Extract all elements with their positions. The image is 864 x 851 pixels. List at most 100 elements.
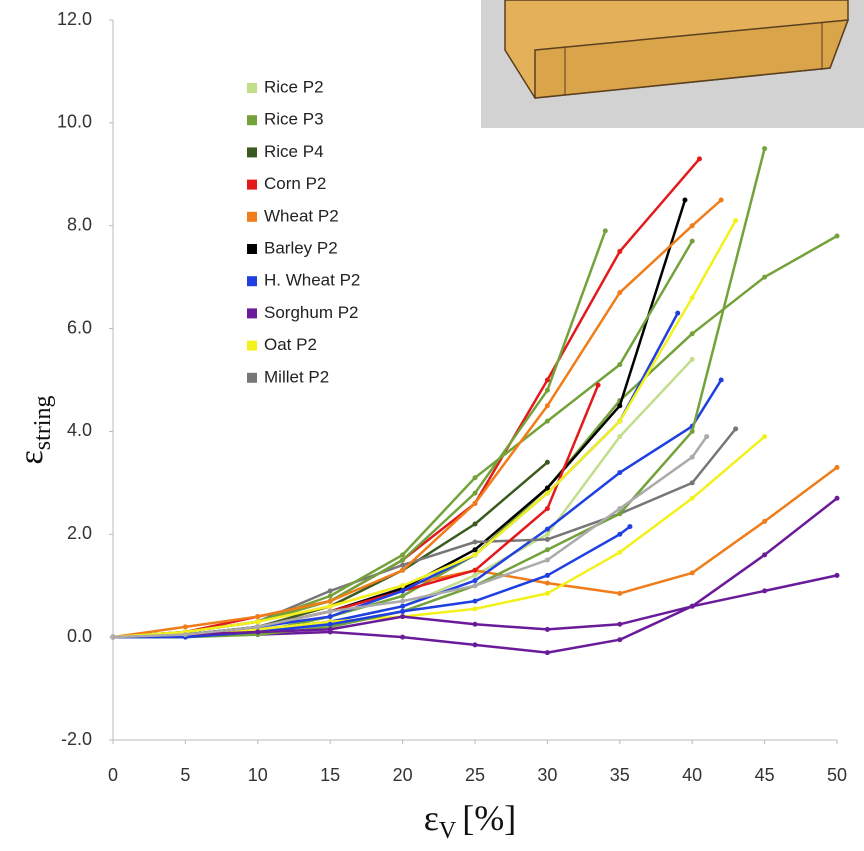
- y-tick-label: 0.0: [67, 626, 92, 646]
- data-point: [327, 626, 333, 632]
- data-point: [704, 434, 710, 440]
- data-point: [718, 377, 724, 383]
- x-label-sub: V: [439, 818, 457, 844]
- data-point: [327, 593, 333, 599]
- data-point: [544, 418, 550, 424]
- data-point: [472, 621, 478, 627]
- data-point: [689, 223, 695, 229]
- data-point: [689, 480, 695, 486]
- data-point: [400, 608, 406, 614]
- legend-label: Rice P3: [264, 110, 324, 129]
- data-point: [182, 632, 188, 638]
- legend-label: Oat P2: [264, 335, 317, 354]
- data-point: [733, 426, 739, 432]
- data-point: [472, 500, 478, 506]
- legend-swatch: [247, 276, 257, 287]
- data-point: [544, 459, 550, 465]
- data-point: [400, 593, 406, 599]
- legend-label: Rice P2: [264, 77, 324, 96]
- data-point: [400, 557, 406, 563]
- data-point: [689, 495, 695, 501]
- x-tick-label: 45: [755, 765, 775, 785]
- data-point: [617, 531, 623, 537]
- series-line: [112, 435, 708, 639]
- data-point: [617, 511, 623, 517]
- x-tick-label: 35: [610, 765, 630, 785]
- data-point: [689, 603, 695, 609]
- data-point: [472, 490, 478, 496]
- data-point: [617, 637, 623, 643]
- data-point: [472, 567, 478, 573]
- plot-lines: [110, 146, 840, 656]
- data-point: [733, 218, 739, 224]
- data-point: [617, 403, 623, 409]
- series-line: [113, 525, 631, 639]
- data-point: [400, 588, 406, 594]
- legend-swatch: [247, 147, 257, 158]
- inset-photo: [481, 0, 864, 128]
- data-point: [472, 583, 478, 589]
- y-tick-label: 2.0: [67, 523, 92, 543]
- y-tick-label: 4.0: [67, 420, 92, 440]
- data-point: [400, 562, 406, 568]
- series-line: [112, 219, 737, 639]
- x-tick-label: 50: [827, 765, 847, 785]
- x-axis-label: εV [%]: [424, 798, 516, 844]
- data-point: [255, 629, 261, 635]
- series-line: [112, 199, 723, 639]
- x-tick-label: 30: [537, 765, 557, 785]
- x-tick-label: 10: [248, 765, 268, 785]
- x-tick-label: 40: [682, 765, 702, 785]
- data-point: [400, 598, 406, 604]
- data-point: [472, 578, 478, 584]
- y-tick-label: -2.0: [61, 729, 92, 749]
- x-tick-label: 25: [465, 765, 485, 785]
- legend-swatch: [247, 372, 257, 383]
- x-tick-label: 5: [180, 765, 190, 785]
- data-point: [617, 418, 623, 424]
- data-point: [327, 621, 333, 627]
- data-point: [544, 547, 550, 553]
- data-point: [689, 356, 695, 362]
- legend-label: Millet P2: [264, 367, 329, 386]
- data-point: [544, 485, 550, 491]
- data-point: [544, 557, 550, 563]
- data-point: [544, 506, 550, 512]
- data-point: [718, 197, 724, 203]
- legend-label: Barley P2: [264, 238, 338, 257]
- legend-label: Corn P2: [264, 174, 326, 193]
- data-point: [400, 634, 406, 640]
- data-point: [472, 642, 478, 648]
- data-point: [834, 464, 840, 470]
- data-point: [762, 146, 768, 152]
- legend-label: Rice P4: [264, 142, 324, 161]
- data-point: [255, 619, 261, 625]
- data-point: [617, 362, 623, 368]
- data-point: [544, 572, 550, 578]
- legend-swatch: [247, 179, 257, 190]
- data-point: [400, 603, 406, 609]
- data-point: [617, 248, 623, 254]
- data-point: [182, 624, 188, 630]
- legend-swatch: [247, 211, 257, 222]
- legend-label: Sorghum P2: [264, 303, 359, 322]
- x-label-rest: [%]: [462, 798, 516, 838]
- data-point: [544, 590, 550, 596]
- data-point: [327, 598, 333, 604]
- data-point: [327, 614, 333, 620]
- data-point: [602, 228, 608, 234]
- data-point: [327, 603, 333, 609]
- data-point: [544, 650, 550, 656]
- x-tick-label: 20: [393, 765, 413, 785]
- series-line: [113, 148, 766, 639]
- data-point: [762, 552, 768, 558]
- legend-swatch: [247, 115, 257, 126]
- y-label-sub: string: [30, 396, 56, 451]
- inset-box-face: [534, 19, 850, 99]
- legend-label: H. Wheat P2: [264, 271, 360, 290]
- legend-swatch: [247, 308, 257, 319]
- data-point: [617, 621, 623, 627]
- data-point: [544, 387, 550, 393]
- data-point: [696, 156, 702, 162]
